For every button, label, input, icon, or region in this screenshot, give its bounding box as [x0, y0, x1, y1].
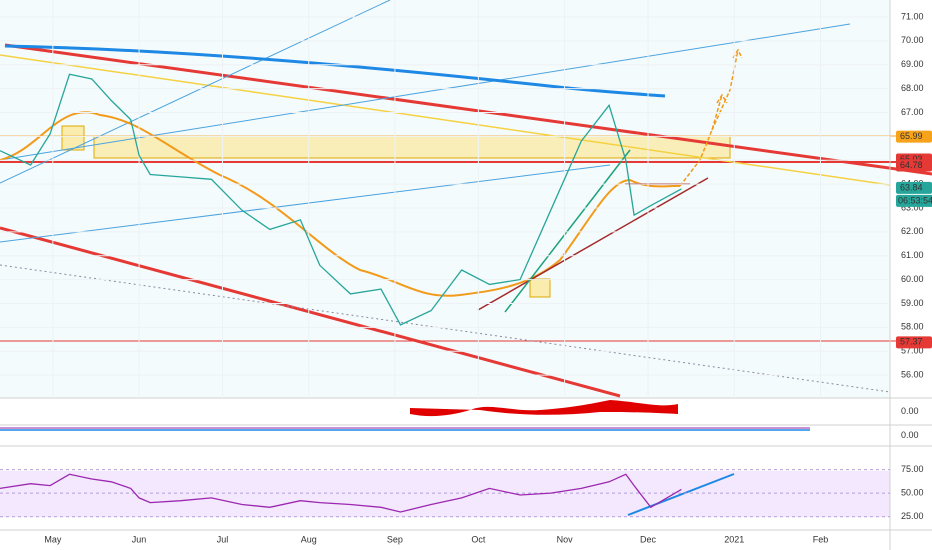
price-tag: [896, 130, 932, 143]
rsi-band: [0, 471, 890, 517]
y-tick-label: 50.00: [901, 488, 924, 498]
x-tick-label: Aug: [301, 534, 317, 544]
x-tick-label: Jun: [132, 534, 147, 544]
price-tag: [896, 336, 932, 349]
price-tag: [896, 181, 932, 194]
x-tick-label: Oct: [471, 534, 486, 544]
y-tick-label: 71.00: [901, 11, 924, 21]
y-tick-label: 61.00: [901, 250, 924, 260]
ma-line: [0, 111, 681, 297]
price-tag: [896, 159, 932, 172]
y-tick-label: 68.00: [901, 83, 924, 93]
channel-line: [0, 164, 611, 243]
y-tick-label: 25.00: [901, 511, 924, 521]
trend-line: [4, 43, 932, 176]
y-tick-label: 59.00: [901, 298, 924, 308]
price-line: [0, 73, 682, 326]
rsi-line: [0, 473, 682, 513]
countdown-label: 06:53:54: [898, 195, 932, 205]
x-tick-label: Nov: [557, 534, 574, 544]
support-line: [504, 149, 631, 313]
support-line: [477, 177, 709, 311]
y-tick-label: 70.00: [901, 35, 924, 45]
x-tick-label: May: [44, 534, 62, 544]
plot-bg: [0, 0, 890, 398]
channel-line: [0, 23, 851, 161]
projection-arrow: [679, 48, 743, 187]
x-tick-label: Jul: [217, 534, 229, 544]
price-tag-label: 65.03: [900, 154, 923, 164]
price-tag-label: 63.84: [900, 182, 923, 192]
channel-line: [0, 0, 391, 184]
y-tick-label: 63.00: [901, 202, 924, 212]
y-tick-label: 60.00: [901, 274, 924, 284]
price-tag-label: 64.78: [900, 160, 923, 170]
x-tick-label: Feb: [813, 534, 829, 544]
y-tick-label: 56.00: [901, 369, 924, 379]
price-tag-label: 65.99: [900, 131, 923, 141]
y-tick-label: 0.00: [901, 406, 919, 416]
histogram-area: [410, 400, 678, 417]
y-tick-label: 69.00: [901, 59, 924, 69]
countdown-tag: [896, 194, 932, 207]
x-tick-label: 2021: [724, 534, 744, 544]
y-tick-label: 58.00: [901, 322, 924, 332]
ma-line: [4, 44, 666, 98]
price-tag-label: 57.37: [900, 337, 923, 347]
y-tick-label: 57.00: [901, 346, 924, 356]
y-tick-label: 67.00: [901, 107, 924, 117]
y-tick-label: 0.00: [901, 430, 919, 440]
rsi-trend: [627, 473, 735, 516]
y-tick-label: 75.00: [901, 464, 924, 474]
x-tick-label: Dec: [640, 534, 657, 544]
x-tick-label: Sep: [387, 534, 403, 544]
y-tick-label: 62.00: [901, 226, 924, 236]
zone-box: [529, 278, 551, 298]
trend-line: [0, 54, 891, 186]
zone-box: [61, 125, 85, 151]
